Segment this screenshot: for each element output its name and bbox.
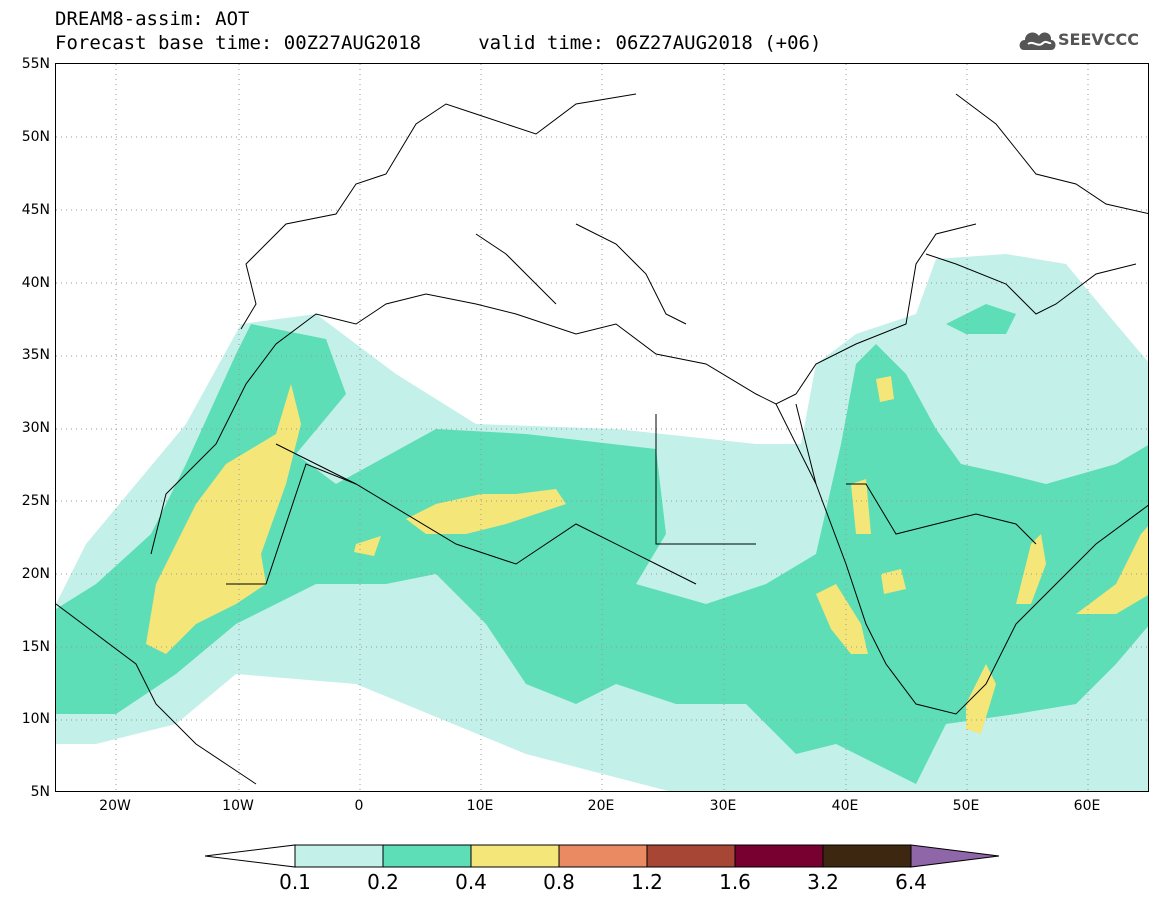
cloud-logo-icon (1019, 32, 1056, 50)
colorbar-low-arrow (205, 844, 296, 868)
lat-label: 15N (21, 639, 50, 655)
colorbar-bin (822, 844, 912, 868)
legend-level: 1.6 (719, 870, 751, 894)
lat-label: 10N (21, 711, 50, 727)
legend-level: 6.4 (895, 870, 927, 894)
map-title: DREAM8-assim: AOT (55, 8, 250, 30)
lon-label: 60E (1073, 798, 1101, 814)
aot-field-0.4-0.8 (146, 376, 1148, 734)
colorbar-bin (734, 844, 824, 868)
coastlines (56, 93, 1148, 785)
legend-level: 0.4 (455, 870, 487, 894)
colorbar-bin (470, 844, 560, 868)
lon-label: 40E (831, 798, 859, 814)
lon-label: 10W (222, 798, 254, 814)
legend-level: 0.1 (279, 870, 311, 894)
colorbar-bin (646, 844, 736, 868)
lat-label: 50N (21, 129, 50, 145)
logo-text: SEEVCCC (1058, 30, 1139, 49)
lat-label: 25N (21, 493, 50, 509)
legend-level: 3.2 (807, 870, 839, 894)
lon-label: 10E (466, 798, 494, 814)
colorbar-bin (382, 844, 472, 868)
colorbar (205, 844, 1000, 868)
legend-level: 0.8 (543, 870, 575, 894)
lat-label: 20N (21, 566, 50, 582)
lon-label: 20W (99, 798, 131, 814)
lat-label: 55N (21, 56, 50, 72)
lat-label: 5N (30, 784, 50, 800)
legend-level: 0.2 (367, 870, 399, 894)
colorbar-bin (558, 844, 648, 868)
lon-label: 50E (952, 798, 980, 814)
colorbar-high-arrow (910, 844, 1000, 868)
lat-label: 45N (21, 202, 50, 218)
legend-level: 1.2 (631, 870, 663, 894)
lon-label: 20E (587, 798, 615, 814)
lon-label: 0 (354, 798, 364, 814)
forecast-times: Forecast base time: 00Z27AUG2018 valid t… (55, 32, 822, 54)
lon-label: 30E (709, 798, 737, 814)
lat-label: 35N (21, 347, 50, 363)
lat-label: 40N (21, 275, 50, 291)
colorbar-bin (294, 844, 384, 868)
lat-label: 30N (21, 420, 50, 436)
aot-map (55, 63, 1149, 792)
